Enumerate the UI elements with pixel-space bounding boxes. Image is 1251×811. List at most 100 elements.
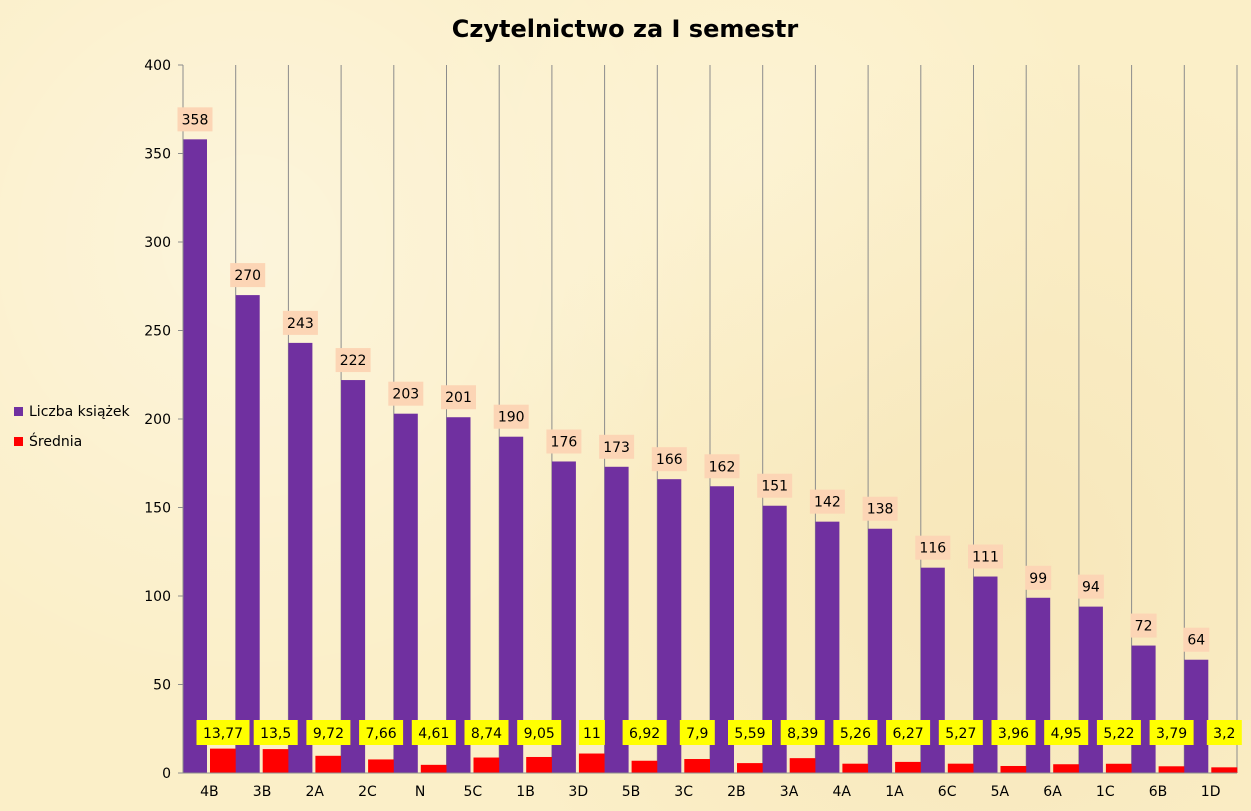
data-label-bg <box>335 348 371 373</box>
data-label-srednia: 9,05 <box>524 726 555 742</box>
x-tick-label: 2A <box>306 784 325 800</box>
data-label-bg <box>780 720 825 745</box>
data-label-liczba-ksiazek: 201 <box>445 390 472 406</box>
x-tick-label: 6C <box>938 784 957 800</box>
legend-label: Liczba książek <box>29 404 130 420</box>
data-label-bg <box>411 720 456 745</box>
data-label-bg <box>679 720 715 745</box>
data-label-liczba-ksiazek: 270 <box>234 268 261 284</box>
data-label-bg <box>833 720 878 745</box>
bar-srednia <box>1158 766 1185 773</box>
bar-liczba-ksiazek <box>446 417 471 773</box>
data-label-srednia: 3,2 <box>1213 726 1235 742</box>
x-tick-label: 3B <box>253 784 272 800</box>
x-tick-label: 5B <box>622 784 641 800</box>
data-label-bg <box>1130 613 1157 638</box>
data-label-bg <box>622 720 667 745</box>
bar-liczba-ksiazek <box>1131 645 1156 773</box>
data-label-bg <box>886 720 931 745</box>
bar-liczba-ksiazek <box>393 413 418 773</box>
legend: Liczba książek Średnia <box>14 404 130 450</box>
data-label-liczba-ksiazek: 222 <box>340 353 367 369</box>
data-label-bg <box>599 434 635 459</box>
data-label-liczba-ksiazek: 94 <box>1082 580 1100 596</box>
y-tick-label: 150 <box>144 501 171 517</box>
bar-srednia <box>473 757 500 773</box>
bar-liczba-ksiazek <box>341 380 366 773</box>
data-label-bg <box>862 496 898 521</box>
data-label-srednia: 13,77 <box>203 726 243 742</box>
bar-srednia <box>1105 763 1132 773</box>
bar-srednia <box>420 764 447 773</box>
x-tick-label: 3C <box>674 784 693 800</box>
data-label-bg <box>704 454 740 479</box>
data-label-liczba-ksiazek: 190 <box>498 410 525 426</box>
data-label-bg <box>196 720 250 745</box>
legend-swatch <box>14 437 23 446</box>
data-label-srednia: 11 <box>583 726 601 742</box>
bar-srednia <box>1000 765 1027 773</box>
data-label-srednia: 5,22 <box>1103 726 1134 742</box>
data-label-liczba-ksiazek: 203 <box>392 387 419 403</box>
data-label-bg <box>651 447 687 472</box>
data-label-bg <box>306 720 351 745</box>
data-label-bg <box>253 720 298 745</box>
data-label-srednia: 4,95 <box>1051 726 1082 742</box>
x-tick-label: 1B <box>516 784 535 800</box>
data-label-bg <box>728 720 772 745</box>
data-label-liczba-ksiazek: 243 <box>287 316 314 332</box>
data-label-srednia: 5,27 <box>945 726 976 742</box>
data-label-srednia: 3,79 <box>1156 726 1187 742</box>
data-label-bg <box>388 381 424 406</box>
data-label-bg <box>441 385 476 410</box>
data-label-srednia: 8,74 <box>471 726 502 742</box>
bar-liczba-ksiazek <box>1184 659 1209 773</box>
data-label-bg <box>578 720 605 745</box>
bar-liczba-ksiazek <box>1026 597 1051 773</box>
x-tick-label: 3D <box>568 784 588 800</box>
data-label-bg <box>757 473 793 498</box>
bar-srednia <box>947 763 974 773</box>
bar-srednia <box>1053 764 1080 773</box>
legend-swatch <box>14 407 23 416</box>
x-tick-label: 1C <box>1096 784 1115 800</box>
x-tick-label: 4A <box>833 784 852 800</box>
data-label-srednia: 7,9 <box>686 726 708 742</box>
bar-srednia <box>210 748 236 773</box>
data-label-bg <box>1077 574 1104 599</box>
y-tick-label: 400 <box>144 58 171 74</box>
bar-liczba-ksiazek <box>499 436 524 773</box>
x-tick-label: 1D <box>1201 784 1221 800</box>
data-label-bg <box>1206 720 1242 745</box>
bar-srednia <box>789 758 816 773</box>
bar-liczba-ksiazek <box>235 295 260 773</box>
data-label-srednia: 5,59 <box>734 726 765 742</box>
data-label-bg <box>177 107 213 132</box>
axes: 0 50 100 150 200 250 300 350 400 4B 3B 2A 2C N 5C 1B 3D 5… <box>144 58 1237 800</box>
data-label-liczba-ksiazek: 151 <box>761 479 788 495</box>
bar-srednia <box>684 759 711 773</box>
x-tick-label: 5A <box>991 784 1010 800</box>
bar-srednia <box>578 753 605 773</box>
data-label-srednia: 9,72 <box>313 726 344 742</box>
data-label-bg <box>1044 720 1089 745</box>
data-label-bg <box>517 720 562 745</box>
data-label-srednia: 6,92 <box>629 726 660 742</box>
data-label-bg <box>230 263 266 288</box>
x-tick-label: N <box>415 784 425 800</box>
data-label-liczba-ksiazek: 142 <box>814 495 841 511</box>
y-tick-label: 100 <box>144 589 171 605</box>
x-tick-label: 5C <box>464 784 483 800</box>
data-label-srednia: 6,27 <box>893 726 924 742</box>
data-labels: 358 13,77 270 13,5 243 9,72 222 7,66 203 4,61 201 8… <box>177 107 1242 745</box>
data-label-bg <box>915 535 951 560</box>
x-tick-label: 4B <box>200 784 219 800</box>
data-label-srednia: 5,26 <box>840 726 871 742</box>
data-label-liczba-ksiazek: 72 <box>1135 619 1153 635</box>
data-label-liczba-ksiazek: 162 <box>709 459 736 475</box>
data-label-liczba-ksiazek: 116 <box>919 541 946 557</box>
bar-srednia <box>526 756 553 773</box>
x-tick-label: 2B <box>727 784 746 800</box>
bar-srednia <box>368 759 395 773</box>
